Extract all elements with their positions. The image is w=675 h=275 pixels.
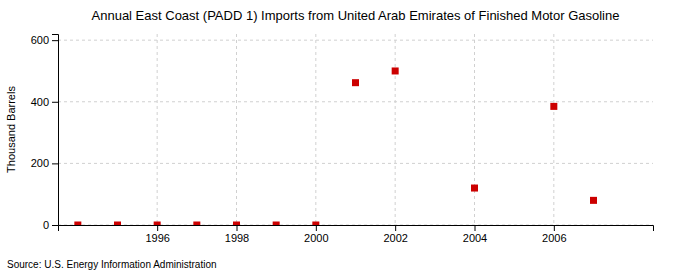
x-axis-tick: 2002 bbox=[383, 225, 407, 244]
grid-line-x bbox=[395, 34, 396, 225]
y-axis-tick-mark bbox=[52, 163, 58, 164]
y-axis-tick-label: 0 bbox=[43, 219, 49, 231]
grid-line-x bbox=[474, 34, 475, 225]
y-axis-tick: 200 bbox=[31, 157, 58, 169]
point bbox=[312, 222, 319, 226]
y-axis-tick: 600 bbox=[31, 34, 58, 46]
point bbox=[273, 222, 280, 226]
point bbox=[74, 222, 81, 226]
grid-line-y bbox=[58, 40, 653, 41]
point bbox=[154, 222, 161, 226]
x-axis-tick: 2000 bbox=[304, 225, 328, 244]
point bbox=[550, 103, 557, 110]
point bbox=[471, 185, 478, 192]
grid bbox=[58, 34, 653, 225]
grid-line-x bbox=[157, 34, 158, 225]
point bbox=[392, 67, 399, 74]
y-axis-tick-mark bbox=[52, 225, 58, 226]
y-axis-title: Thousand Barrels bbox=[5, 86, 17, 173]
y-axis-tick-label: 400 bbox=[31, 96, 49, 108]
x-axis-tick-label: 2006 bbox=[542, 232, 566, 244]
x-axis-tick-mark bbox=[237, 225, 238, 231]
point bbox=[114, 222, 121, 226]
x-axis-tick-label: 2000 bbox=[304, 232, 328, 244]
x-axis-tick-label: 1996 bbox=[145, 232, 169, 244]
source: Source: U.S. Energy Information Administ… bbox=[7, 259, 217, 270]
y-axis-line bbox=[52, 35, 59, 226]
grid-line-x bbox=[236, 34, 237, 225]
grid-line-x bbox=[315, 34, 316, 225]
y-axis-tick-mark bbox=[52, 40, 58, 41]
point bbox=[590, 197, 597, 204]
plot: 1996 1998 2000 2002 2004 2006 0 200 400 600 bbox=[31, 34, 654, 244]
x-axis-tick-mark bbox=[554, 225, 555, 231]
point bbox=[352, 79, 359, 86]
points bbox=[74, 67, 597, 225]
x-axis: 1996 1998 2000 2002 2004 2006 bbox=[59, 225, 654, 244]
x-axis-tick: 1996 bbox=[145, 225, 169, 244]
grid-line-y bbox=[58, 101, 653, 102]
x-axis-tick: 2006 bbox=[542, 225, 566, 244]
y-axis: 0 200 400 600 bbox=[31, 34, 59, 231]
x-axis-tick-label: 2004 bbox=[463, 232, 487, 244]
title: Annual East Coast (PADD 1) Imports from … bbox=[92, 8, 620, 23]
x-axis-tick-label: 1998 bbox=[225, 232, 249, 244]
y-axis-tick: 0 bbox=[43, 219, 58, 231]
point bbox=[193, 222, 200, 226]
y-axis-tick-label: 200 bbox=[31, 157, 49, 169]
x-axis-tick: 1998 bbox=[225, 225, 249, 244]
x-axis-tick-mark bbox=[157, 225, 158, 231]
x-axis-tick-mark bbox=[475, 225, 476, 231]
y-axis-tick-label: 600 bbox=[31, 34, 49, 46]
x-axis-tick-mark bbox=[316, 225, 317, 231]
grid-line-x bbox=[553, 34, 554, 225]
x-axis-line bbox=[59, 226, 654, 232]
grid-line-y bbox=[58, 163, 653, 164]
chart: 1996 1998 2000 2002 2004 2006 0 200 400 600 Annual… bbox=[0, 0, 675, 275]
chart-container: 1996 1998 2000 2002 2004 2006 0 200 400 600 Annual… bbox=[0, 0, 675, 275]
x-axis-tick-label: 2002 bbox=[383, 232, 407, 244]
x-axis-tick-mark bbox=[395, 225, 396, 231]
point bbox=[233, 222, 240, 226]
y-axis-tick-mark bbox=[52, 102, 58, 103]
y-axis-tick: 400 bbox=[31, 96, 58, 108]
x-axis-tick: 2004 bbox=[463, 225, 487, 244]
